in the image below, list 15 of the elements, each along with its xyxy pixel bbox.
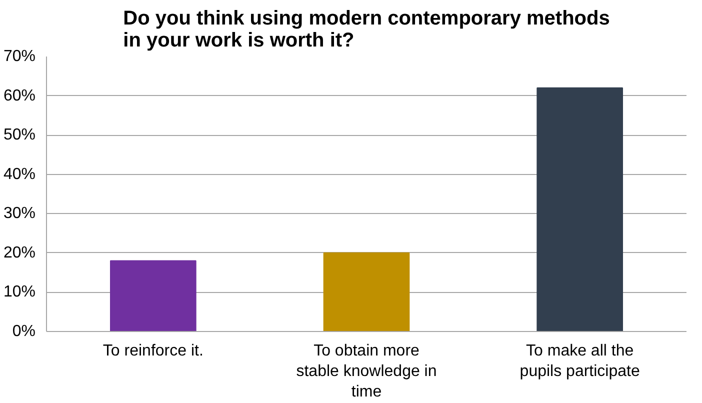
y-tick-label: 40% — [3, 166, 36, 183]
bar — [323, 252, 410, 332]
y-tick-label: 60% — [3, 87, 36, 104]
y-tick-label: 50% — [3, 126, 36, 144]
y-tick-label: 20% — [3, 244, 36, 262]
x-tick-label: To make all the pupils participate — [520, 342, 640, 380]
y-tick-label: 0% — [12, 323, 36, 340]
x-tick-label: To obtain more stable knowledge in time — [296, 342, 437, 400]
chart-title: Do you think using modern contemporary methods in your work is worth it? — [123, 8, 610, 52]
y-tick-label: 70% — [3, 48, 36, 65]
y-tick-label: 30% — [3, 205, 36, 222]
x-tick-label: To reinforce it. — [102, 342, 204, 360]
y-tick-label: 10% — [3, 284, 36, 301]
bar — [110, 260, 196, 332]
bar — [536, 87, 623, 332]
